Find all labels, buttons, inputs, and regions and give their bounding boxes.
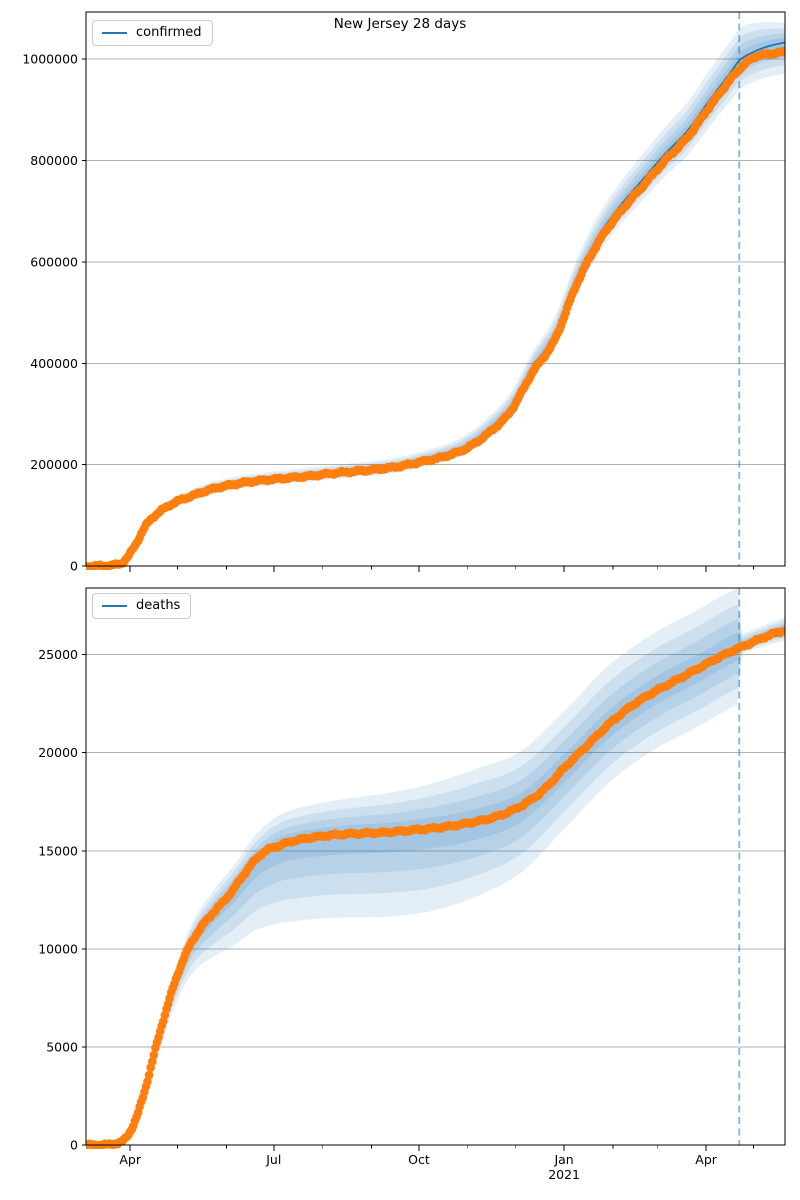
legend-line-sample bbox=[102, 605, 127, 608]
deaths-chart: 0 5000 10000 15000 20000 25000 Apr Jul Oct Jan202… bbox=[38, 587, 786, 1182]
y-axis-tick-label: 20000 bbox=[38, 745, 78, 760]
data-point bbox=[144, 1070, 154, 1080]
x-axis-tick-label: Jul bbox=[265, 1152, 281, 1167]
y-axis-tick-label: 800000 bbox=[30, 153, 78, 168]
series-layer bbox=[86, 41, 785, 570]
confidence-bands bbox=[86, 588, 785, 1145]
y-axis-tick-label: 200000 bbox=[30, 457, 78, 472]
y-axis-tick-label: 1000000 bbox=[22, 52, 78, 67]
confidence-band bbox=[86, 604, 785, 1145]
data-point bbox=[143, 1077, 152, 1086]
y-axis-tick-label: 400000 bbox=[30, 356, 78, 371]
plot-border bbox=[85, 11, 786, 567]
actual-series bbox=[86, 46, 785, 570]
y-axis-tick-label: 10000 bbox=[38, 941, 78, 956]
confidence-band bbox=[86, 618, 785, 1145]
legend-line-sample bbox=[102, 32, 127, 35]
x-axis-tick-label: Apr bbox=[695, 1152, 717, 1167]
y-axis-tick-label: 600000 bbox=[30, 254, 78, 269]
chart-title: New Jersey 28 days bbox=[333, 16, 467, 32]
y-axis-tick-label: 15000 bbox=[38, 843, 78, 858]
legend-label: confirmed bbox=[136, 25, 202, 40]
y-axis-tick-label: 0 bbox=[70, 1138, 78, 1153]
confirmed-chart: 0 200000 400000 600000 800000 1000000 bbox=[22, 11, 786, 574]
x-axis-tick-label: Jan bbox=[553, 1152, 573, 1167]
confidence-bands bbox=[86, 22, 785, 567]
y-axis-tick-label: 5000 bbox=[46, 1039, 78, 1054]
plot-border bbox=[85, 587, 786, 1146]
confidence-band bbox=[86, 37, 785, 567]
data-point bbox=[780, 48, 785, 57]
x-axis-tick-label: Oct bbox=[408, 1152, 430, 1167]
y-axis-tick-label: 25000 bbox=[38, 647, 78, 662]
data-point bbox=[780, 626, 785, 636]
year-label: 2021 bbox=[548, 1167, 580, 1182]
x-axis-tick-label: Apr bbox=[119, 1152, 141, 1167]
confidence-band bbox=[86, 28, 785, 566]
confidence-band bbox=[86, 22, 785, 566]
series-layer bbox=[86, 626, 785, 1149]
data-point bbox=[149, 1050, 159, 1060]
legend-label: deaths bbox=[136, 598, 181, 613]
legend-confirmed: confirmed bbox=[92, 20, 213, 47]
actual-series bbox=[86, 626, 785, 1149]
legend-deaths: deaths bbox=[92, 593, 192, 620]
data-point bbox=[148, 1057, 157, 1066]
y-axis-tick-label: 0 bbox=[70, 559, 78, 574]
